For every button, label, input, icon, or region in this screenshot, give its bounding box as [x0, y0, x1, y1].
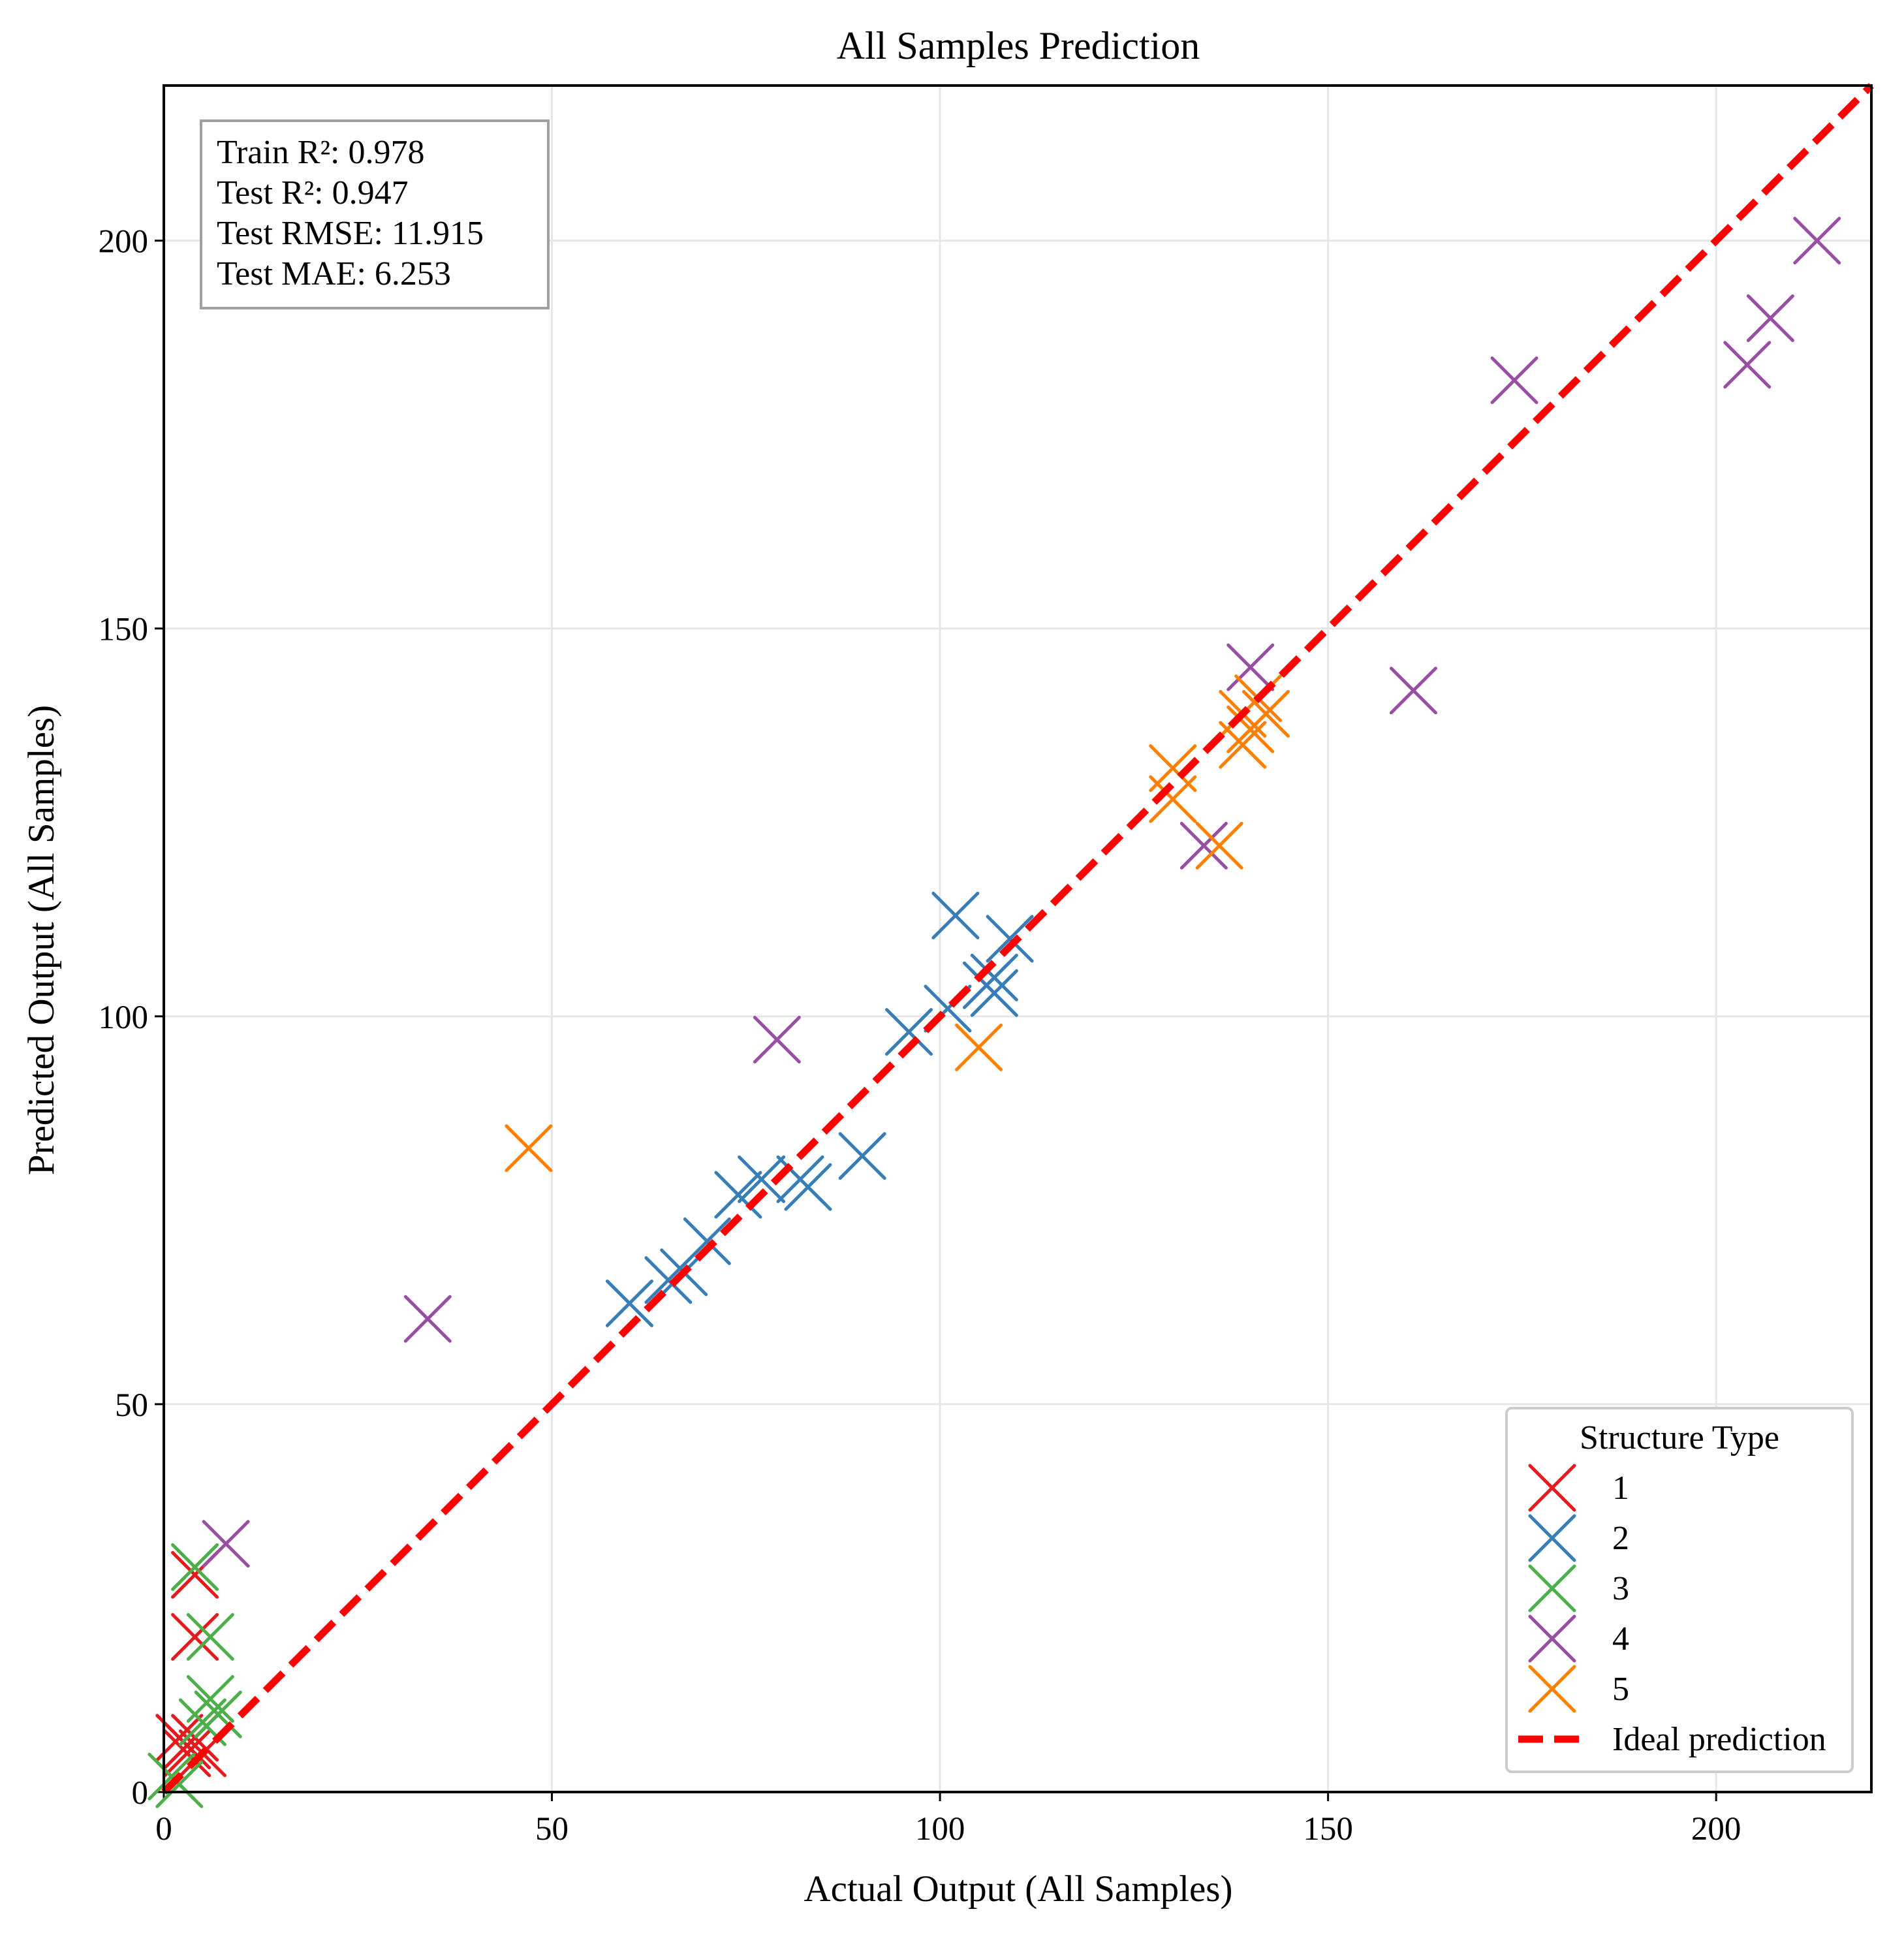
- point-structure-5: [1219, 721, 1267, 769]
- legend-label: 4: [1612, 1620, 1629, 1658]
- point-structure-4: [1746, 294, 1794, 342]
- point-structure-4: [202, 1520, 250, 1568]
- y-tick-label: 0: [132, 1775, 149, 1812]
- legend-marker: [1528, 1665, 1576, 1713]
- x-tick-label: 100: [915, 1811, 965, 1848]
- point-structure-2: [838, 1132, 886, 1180]
- legend: Structure Type 1 2 3 4 5 Ideal prediction: [1505, 1407, 1854, 1773]
- point-structure-2: [885, 1008, 933, 1056]
- point-structure-4: [1793, 217, 1841, 265]
- x-axis-ticks: 0 50 100 150 200: [155, 1792, 1741, 1848]
- point-structure-1: [171, 1612, 219, 1661]
- point-structure-2: [931, 891, 980, 939]
- point-structure-4: [1179, 821, 1228, 870]
- legend-frame: [1505, 1407, 1854, 1773]
- stats-box-frame: [200, 119, 550, 309]
- point-structure-2: [986, 915, 1034, 963]
- point-structure-2: [784, 1163, 832, 1211]
- legend-item-3: 3: [1528, 1564, 1629, 1612]
- legend-item-5: 5: [1528, 1665, 1629, 1713]
- point-structure-2: [644, 1256, 693, 1304]
- point-structure-2: [683, 1217, 731, 1265]
- y-axis-label: Predicted Output (All Samples): [21, 705, 62, 1175]
- legend-marker: [1528, 1464, 1576, 1512]
- x-axis-label: Actual Output (All Samples): [804, 1868, 1233, 1910]
- legend-items: 1 2 3 4 5 Ideal prediction: [1518, 1464, 1826, 1758]
- point-structure-2: [738, 1155, 786, 1203]
- legend-item-1: 1: [1528, 1464, 1629, 1512]
- stats-test-rmse: Test RMSE: 11.915: [217, 215, 484, 252]
- x-tick-label: 150: [1303, 1811, 1353, 1848]
- point-structure-4: [403, 1295, 452, 1343]
- chart-title: All Samples Prediction: [837, 24, 1200, 67]
- plot-frame: [163, 84, 1873, 1793]
- point-structure-4: [1226, 643, 1275, 691]
- legend-label: 1: [1612, 1470, 1629, 1507]
- y-tick-label: 100: [99, 999, 149, 1036]
- x-tick-label: 0: [155, 1811, 172, 1848]
- legend-item-2: 2: [1528, 1514, 1629, 1562]
- stats-test-mae: Test MAE: 6.253: [217, 255, 451, 292]
- legend-label: 5: [1612, 1671, 1629, 1708]
- point-structure-5: [955, 1023, 1003, 1071]
- y-tick-label: 200: [99, 224, 149, 260]
- point-structure-2: [970, 953, 1018, 1001]
- ideal-prediction-line: [161, 83, 1874, 1795]
- y-axis-ticks: 0 50 100 150 200: [99, 224, 164, 1812]
- legend-item-4: 4: [1528, 1614, 1629, 1663]
- point-structure-1: [163, 1729, 211, 1778]
- legend-marker: [1528, 1564, 1576, 1612]
- point-structure-5: [1242, 689, 1290, 738]
- stats-test-r2: Test R²: 0.947: [217, 174, 409, 212]
- legend-item-ideal: Ideal prediction: [1518, 1721, 1826, 1758]
- y-tick-label: 150: [99, 612, 149, 648]
- point-structure-5: [1195, 821, 1243, 870]
- point-structure-2: [714, 1171, 762, 1219]
- legend-marker: [1528, 1614, 1576, 1663]
- point-structure-5: [505, 1124, 553, 1172]
- point-structure-4: [1490, 356, 1538, 405]
- point-structure-4: [753, 1015, 801, 1063]
- legend-label-ideal: Ideal prediction: [1612, 1721, 1826, 1758]
- legend-label: 3: [1612, 1570, 1629, 1607]
- plot-area: [148, 83, 1874, 1808]
- point-structure-3: [194, 1690, 242, 1738]
- legend-title: Structure Type: [1580, 1419, 1779, 1456]
- point-structure-3: [171, 1543, 219, 1591]
- stats-train-r2: Train R²: 0.978: [217, 134, 425, 171]
- legend-marker: [1528, 1514, 1576, 1562]
- point-structure-4: [1389, 667, 1437, 715]
- y-tick-label: 50: [115, 1387, 148, 1424]
- point-structure-4: [1723, 341, 1771, 389]
- x-tick-label: 50: [535, 1811, 569, 1848]
- point-structure-2: [605, 1279, 653, 1327]
- stats-box: Train R²: 0.978 Test R²: 0.947 Test RMSE…: [200, 119, 550, 309]
- point-structure-5: [1149, 775, 1197, 823]
- x-tick-label: 200: [1691, 1811, 1741, 1848]
- legend-label: 2: [1612, 1520, 1629, 1557]
- point-structure-3: [186, 1612, 234, 1661]
